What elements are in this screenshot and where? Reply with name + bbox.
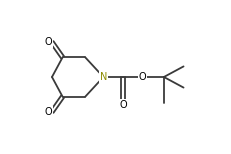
Text: O: O <box>119 100 127 110</box>
Text: N: N <box>100 72 107 82</box>
Text: O: O <box>139 72 146 82</box>
Text: O: O <box>44 107 52 117</box>
Text: O: O <box>44 37 52 47</box>
